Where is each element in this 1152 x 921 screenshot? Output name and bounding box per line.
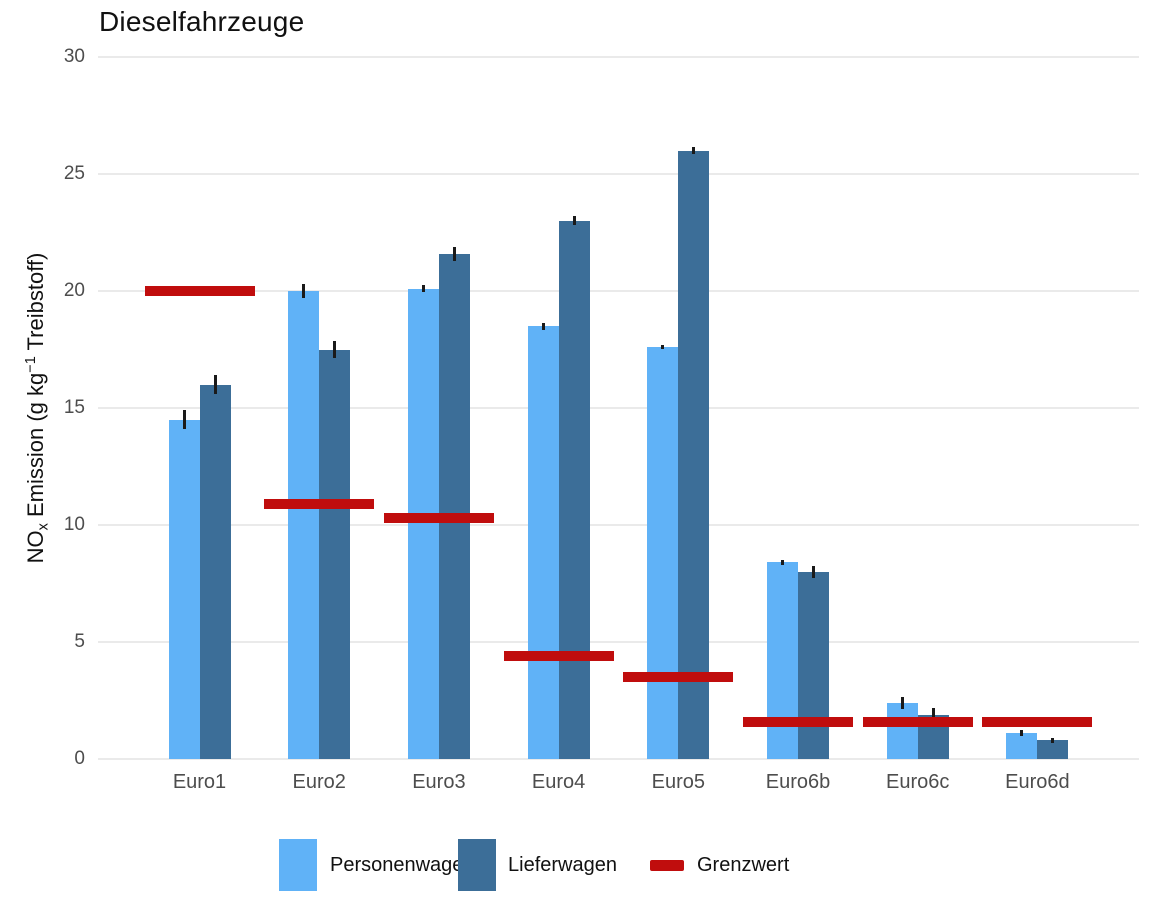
- x-tick-label: Euro4: [531, 771, 586, 793]
- y-tick-label: 10: [63, 514, 85, 535]
- grenzwert-line: [743, 716, 853, 727]
- y-tick-label: 30: [63, 46, 85, 67]
- error-bar: [812, 565, 815, 578]
- bar-lieferwagen: [199, 384, 231, 759]
- bar-personenwagen: [407, 288, 439, 759]
- y-axis-title-mid: Emission (g kg: [22, 372, 48, 524]
- error-bar: [182, 410, 186, 430]
- bar-personenwagen: [527, 326, 559, 759]
- gridline: [98, 641, 1139, 643]
- x-tick-label: Euro3: [412, 771, 466, 793]
- gridline: [98, 524, 1139, 526]
- bar-personenwagen: [886, 702, 918, 759]
- x-tick-label: Euro1: [172, 771, 227, 793]
- gridline: [98, 173, 1139, 175]
- y-tick-label: 0: [74, 748, 85, 769]
- grenzwert-line: [503, 651, 614, 662]
- gridline: [98, 758, 1139, 760]
- grenzwert-line: [383, 512, 494, 523]
- x-tick-label: Euro6c: [886, 771, 950, 793]
- y-tick-label: 20: [63, 280, 85, 301]
- bar-lieferwagen: [438, 253, 470, 759]
- bar-lieferwagen: [558, 220, 590, 759]
- y-axis-title-post: Treibstoff): [22, 252, 48, 357]
- bar-personenwagen: [767, 562, 798, 759]
- error-bar: [572, 216, 576, 226]
- bar-lieferwagen: [1037, 740, 1069, 759]
- error-bar: [421, 285, 425, 293]
- y-tick-label: 15: [63, 397, 85, 418]
- gridline: [98, 290, 1139, 292]
- legend-label-personenwagen: Personenwagen: [330, 854, 475, 876]
- bar-lieferwagen: [678, 150, 710, 759]
- bar-personenwagen: [1006, 733, 1038, 759]
- x-tick-label: Euro6d: [1005, 771, 1070, 793]
- legend-swatch-lieferwagen: [458, 839, 496, 891]
- legend-dash-grenzwert: [650, 860, 684, 871]
- error-bar: [541, 322, 545, 330]
- bar-lieferwagen: [798, 571, 829, 759]
- error-bar: [1020, 730, 1024, 737]
- grenzwert-line: [862, 716, 973, 727]
- bar-personenwagen: [647, 347, 679, 759]
- error-bar: [302, 283, 306, 298]
- bar-personenwagen: [288, 291, 320, 759]
- y-tick-label: 5: [74, 631, 85, 652]
- x-tick-label: Euro6b: [765, 771, 831, 793]
- error-bar: [1051, 737, 1055, 743]
- error-bar: [931, 707, 935, 722]
- error-bar: [900, 696, 904, 709]
- grenzwert-line: [982, 716, 1093, 727]
- legend-label-lieferwagen: Lieferwagen: [508, 854, 617, 876]
- error-bar: [692, 147, 696, 155]
- bar-lieferwagen: [319, 349, 351, 759]
- error-bar: [661, 344, 665, 350]
- y-axis-title-sup: −1: [23, 356, 39, 373]
- grenzwert-line: [264, 498, 375, 509]
- error-bar: [781, 559, 784, 566]
- x-tick-label: Euro5: [651, 771, 705, 793]
- bar-personenwagen: [168, 419, 200, 759]
- gridline: [98, 407, 1139, 409]
- gridline: [98, 56, 1139, 58]
- grenzwert-line: [144, 286, 255, 296]
- y-axis-title: NOx Emission (g kg−1 Treibstoff): [16, 128, 51, 688]
- legend-label-grenzwert: Grenzwert: [697, 854, 790, 876]
- legend-swatch-personenwagen: [279, 839, 317, 891]
- error-bar: [333, 341, 337, 358]
- chart-title: Dieselfahrzeuge: [99, 6, 305, 37]
- x-tick-label: Euro2: [292, 771, 346, 793]
- error-bar: [452, 246, 456, 261]
- grenzwert-line: [623, 672, 734, 683]
- y-tick-label: 25: [63, 163, 85, 184]
- error-bar: [213, 375, 217, 394]
